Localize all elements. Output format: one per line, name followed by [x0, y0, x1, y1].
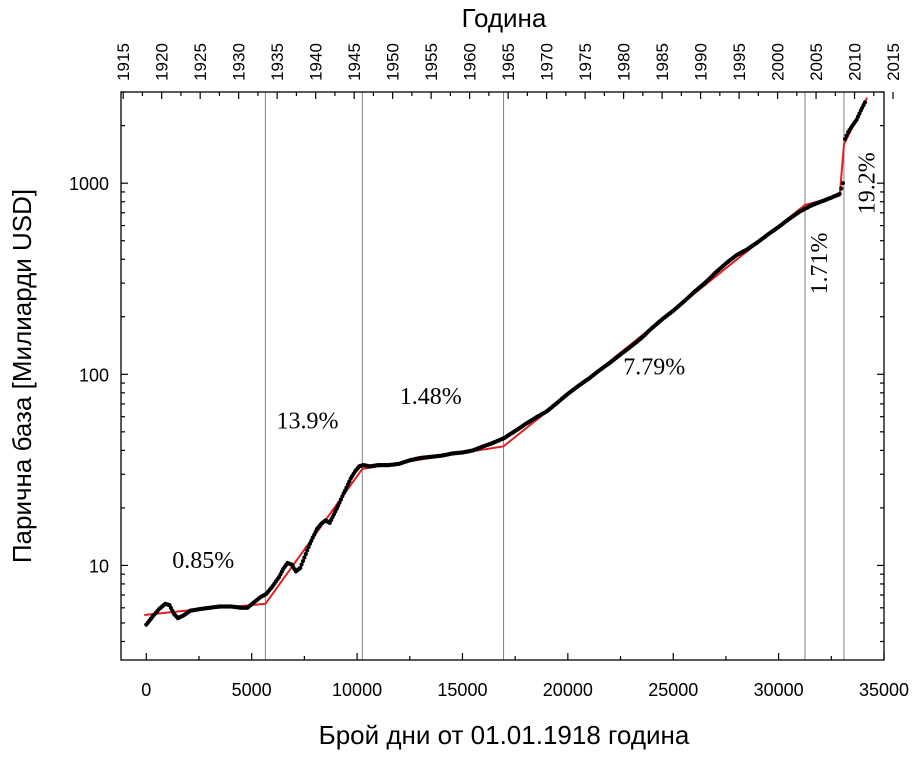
axis-ticks [121, 91, 894, 660]
top-tick-label-2: 1925 [191, 43, 210, 81]
data-point-130 [338, 497, 343, 502]
x-axis-title: Брой дни от 01.01.1918 година [319, 720, 690, 750]
top-tick-label-8: 1955 [422, 43, 441, 81]
data-point-105 [303, 551, 308, 557]
top-tick-label-7: 1950 [384, 43, 403, 81]
x-tick-label-4: 20000 [543, 680, 593, 700]
data-points-layer [144, 100, 868, 627]
top-tick-label-14: 1985 [653, 43, 672, 81]
data-point-463 [840, 181, 846, 186]
x-tick-label-2: 10000 [332, 680, 382, 700]
top-tick-label-3: 1930 [230, 43, 249, 81]
data-point-104 [302, 555, 307, 560]
top-tick-label-19: 2010 [846, 43, 865, 81]
data-point-102 [299, 562, 304, 567]
x-tick-label-5: 25000 [648, 680, 698, 700]
data-point-108 [307, 541, 313, 546]
plot-frame [120, 91, 885, 661]
fit-line-layer [144, 97, 868, 616]
growth-rate-label-3: 7.79% [623, 354, 685, 380]
data-point-465 [844, 133, 849, 138]
growth-rate-label-0: 0.85% [172, 548, 234, 574]
growth-rate-label-5: 19.2% [855, 152, 881, 214]
x-tick-label-7: 35000 [859, 680, 909, 700]
top-tick-label-12: 1975 [576, 43, 595, 81]
fit-line [144, 97, 868, 616]
x-tick-label-0: 0 [141, 680, 151, 700]
top-tick-label-5: 1940 [307, 43, 326, 81]
period-divider-lines [264, 92, 845, 660]
top-tick-label-1: 1920 [153, 43, 172, 81]
y-tick-label-0: 10 [89, 556, 109, 576]
growth-rate-annotations: 0.85% 13.9% 1.48% 7.79% 1.71% 19.2% [172, 152, 880, 574]
data-point-129 [337, 500, 342, 505]
top-tick-label-6: 1945 [345, 43, 364, 81]
data-point-464 [842, 137, 848, 142]
top-tick-label-10: 1965 [499, 43, 518, 81]
x-tick-label-1: 5000 [232, 680, 272, 700]
growth-rate-label-4: 1.71% [807, 233, 833, 295]
growth-rate-label-2: 1.48% [400, 384, 462, 410]
data-point-462 [839, 186, 844, 191]
top-tick-label-4: 1935 [268, 43, 287, 81]
top-tick-label-0: 1915 [114, 43, 133, 81]
top-x-axis-title: Година [462, 3, 547, 33]
top-tick-label-17: 2000 [769, 43, 788, 81]
x-tick-label-3: 15000 [437, 680, 487, 700]
data-point-101 [298, 565, 303, 571]
data-point-103 [300, 558, 306, 564]
x-tick-label-6: 30000 [754, 680, 804, 700]
top-tick-label-16: 1995 [730, 43, 749, 81]
y-tick-label-1: 100 [79, 365, 109, 385]
y-tick-label-2: 1000 [69, 174, 109, 194]
data-point-461 [837, 191, 842, 196]
top-tick-label-20: 2015 [884, 43, 903, 81]
data-point-478 [862, 100, 868, 105]
tick-labels: 0 5000 10000 15000 20000 25000 30000 35000 10 100… [69, 43, 909, 700]
top-tick-label-11: 1970 [538, 43, 557, 81]
top-tick-label-15: 1990 [692, 43, 711, 81]
y-axis-title: Парична база [Милиарди USD] [7, 189, 37, 563]
data-point-106 [305, 548, 310, 553]
top-tick-label-9: 1960 [461, 43, 480, 81]
growth-rate-label-1: 13.9% [277, 409, 339, 435]
top-tick-label-13: 1980 [615, 43, 634, 81]
top-tick-label-18: 2005 [807, 43, 826, 81]
